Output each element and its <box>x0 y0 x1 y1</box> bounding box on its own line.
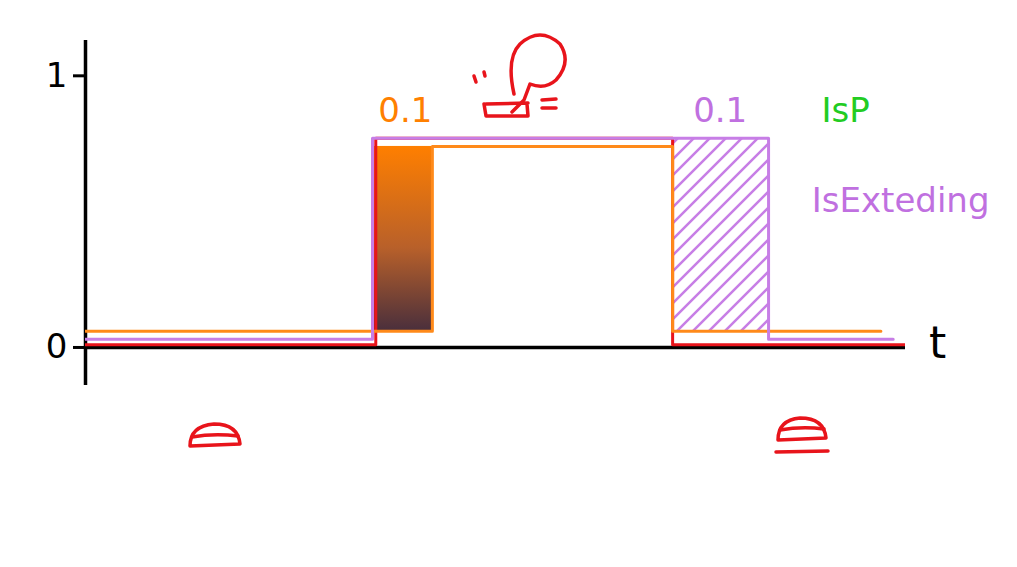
svg-text:IsP: IsP <box>822 90 870 130</box>
svg-text:0: 0 <box>46 326 68 366</box>
svg-text:t: t <box>929 317 946 368</box>
svg-text:0.1: 0.1 <box>378 90 432 130</box>
svg-text:1: 1 <box>46 55 68 95</box>
svg-text:IsExteding: IsExteding <box>812 180 990 220</box>
svg-text:0.1: 0.1 <box>693 90 747 130</box>
